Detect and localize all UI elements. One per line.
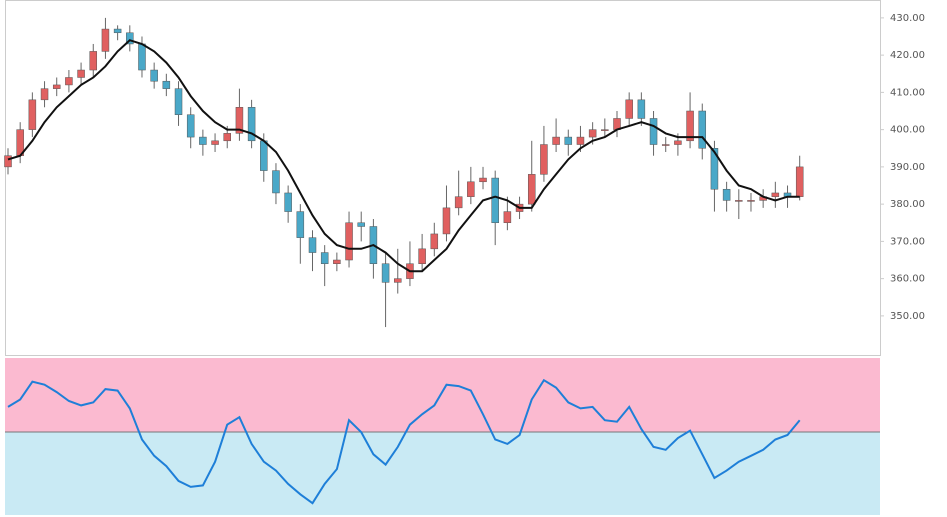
y-tick-label: 410.00	[890, 87, 925, 98]
candle-body	[333, 259, 341, 264]
y-tick-label: 400.00	[890, 125, 925, 136]
candle-body	[454, 196, 463, 209]
y-tick-label: 420.00	[890, 50, 925, 61]
candle-body	[686, 110, 694, 142]
candle-body	[442, 207, 451, 235]
candle-body	[28, 99, 37, 130]
candle-body	[735, 200, 743, 202]
candle-body	[89, 51, 98, 71]
upper-zone	[5, 358, 880, 433]
y-tick-label: 430.00	[890, 13, 925, 24]
candle-body	[747, 200, 755, 202]
candle-body	[503, 211, 512, 224]
oscillator-line	[7, 378, 801, 505]
candle-body	[260, 140, 268, 171]
candle-body	[52, 84, 61, 89]
candle-body	[174, 88, 183, 115]
candle-body	[65, 77, 73, 86]
candle-body	[625, 99, 633, 119]
candle-body	[552, 136, 560, 145]
candle-body	[296, 211, 305, 238]
candle-body	[771, 192, 780, 197]
candle-body	[101, 28, 110, 52]
candle-body	[235, 107, 244, 134]
candle-body	[77, 69, 85, 78]
y-tick-label: 360.00	[890, 274, 925, 285]
y-tick-label: 370.00	[890, 236, 925, 247]
candle-body	[211, 140, 219, 145]
candle-body	[698, 110, 707, 149]
lower-zone	[5, 432, 880, 515]
candle-body	[4, 155, 12, 168]
candle-body	[601, 129, 609, 131]
candle-body	[649, 118, 658, 145]
candle-body	[564, 136, 573, 145]
candle-body	[186, 114, 195, 138]
candle-body	[199, 136, 207, 145]
candle-body	[223, 133, 231, 142]
y-tick-label: 380.00	[890, 199, 925, 210]
candle-body	[40, 88, 49, 101]
candle-body	[674, 140, 682, 145]
candle-body	[527, 174, 536, 205]
candle-body	[357, 222, 365, 227]
y-tick-label: 390.00	[890, 162, 925, 173]
candle-body	[308, 237, 317, 253]
moving-average	[7, 39, 800, 273]
candle-body	[540, 144, 548, 175]
candle-body	[162, 80, 171, 89]
candle-body	[138, 43, 146, 71]
candle-body	[418, 248, 426, 264]
candle-body	[284, 192, 292, 212]
candle-body	[247, 107, 256, 142]
candle-body	[320, 252, 329, 264]
candle-body	[710, 148, 719, 190]
candle-body	[394, 278, 402, 283]
candle-body	[491, 177, 499, 224]
candle-body	[430, 233, 439, 250]
candle-body	[381, 263, 390, 283]
y-tick-label: 350.00	[890, 311, 925, 322]
candle-body	[722, 188, 731, 201]
candle-body	[272, 170, 280, 194]
candle-body	[576, 136, 585, 145]
candle-body	[479, 177, 487, 183]
candle-body	[113, 28, 122, 34]
candle-body	[467, 181, 475, 197]
candle-body	[661, 144, 670, 146]
price-frame	[5, 0, 881, 356]
candle-body	[795, 166, 804, 197]
candle-body	[637, 99, 646, 119]
candle-body	[588, 129, 597, 138]
candle-body	[150, 69, 158, 82]
candle-body	[345, 222, 353, 261]
candle-body	[126, 32, 134, 45]
